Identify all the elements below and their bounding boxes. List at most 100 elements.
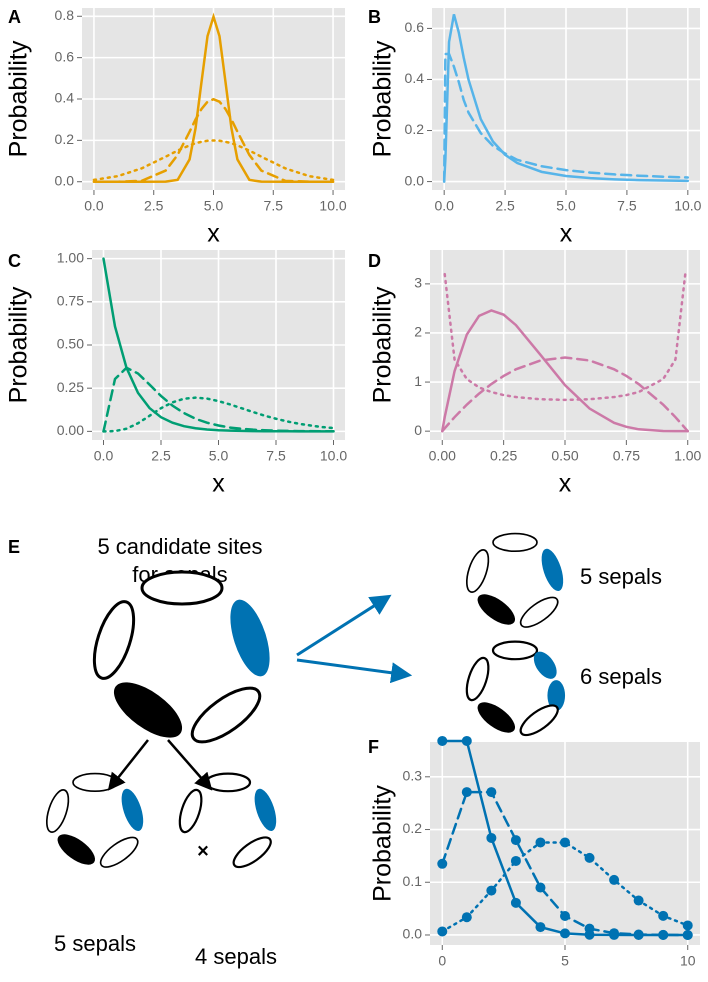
x-axis-label: x [559, 470, 572, 498]
data-line [92, 139, 335, 182]
x-tick-label: 5.0 [209, 448, 229, 464]
data-point [510, 855, 521, 866]
x-tick-label: 2.5 [151, 448, 171, 464]
x-tick-label: 2.5 [144, 198, 164, 214]
panel-e: E 5 candidate sites for sepals × 5 sepal… [8, 532, 662, 969]
x-tick-label: 10 [680, 953, 696, 969]
x-tick-label: 5 [561, 953, 569, 969]
y-tick-label: 0 [414, 422, 422, 438]
data-point [535, 882, 546, 893]
y-tick-label: 0.4 [55, 90, 75, 106]
x-tick-label: 0.50 [551, 448, 578, 464]
flower-small [178, 772, 277, 869]
x-tick-label: 10.0 [319, 198, 346, 214]
y-axis-label: Probability [5, 40, 33, 157]
x-axis-label: x [212, 470, 225, 498]
flower-large [84, 570, 280, 753]
diagram-title: 5 candidate sites [97, 534, 262, 559]
data-point [658, 910, 669, 921]
y-tick-label: 0.8 [55, 7, 75, 23]
x-tick-label: 0 [438, 953, 446, 969]
panel-label: B [368, 7, 381, 27]
data-point [461, 735, 472, 746]
x-tick-label: 2.5 [495, 198, 515, 214]
panel-label: F [368, 737, 379, 757]
x-tick-label: 7.5 [617, 198, 637, 214]
data-line [441, 841, 689, 933]
data-line [92, 97, 335, 183]
chart: F 0.0 0.1 0.2 0.3 0 5 10 x Probability [368, 735, 700, 982]
x-tick-label: 0.0 [84, 198, 104, 214]
y-tick-label: 0.4 [405, 70, 425, 86]
data-point [535, 837, 546, 848]
y-tick-label: 1 [414, 373, 422, 389]
x-tick-label: 10.0 [674, 198, 701, 214]
y-tick-label: 0.0 [403, 926, 423, 942]
y-tick-label: 0.3 [403, 768, 423, 784]
x-tick-label: 5.0 [556, 198, 576, 214]
flower-small [461, 532, 569, 634]
data-point [584, 923, 595, 934]
data-point [682, 920, 693, 931]
panel-label: E [8, 537, 20, 557]
data-point [609, 928, 620, 939]
y-tick-label: 0.25 [57, 379, 84, 395]
y-axis-label: Probability [369, 286, 397, 403]
x-tick-label: 1.00 [674, 448, 701, 464]
flower-small [41, 772, 149, 874]
data-line [441, 356, 689, 433]
data-point [560, 911, 570, 921]
data-line [442, 52, 690, 183]
data-point [560, 928, 570, 939]
data-point [535, 922, 546, 933]
x-axis-label: x [560, 220, 573, 248]
x-tick-label: 10.0 [320, 448, 347, 464]
y-tick-label: 0.50 [57, 336, 84, 352]
x-axis-label: x [207, 220, 220, 248]
outcome-label: 5 sepals [580, 564, 662, 589]
y-tick-label: 0.00 [57, 422, 84, 438]
y-tick-label: 0.6 [55, 48, 75, 64]
y-tick-label: 0.1 [403, 873, 423, 889]
data-point [682, 929, 693, 940]
y-tick-label: 2 [414, 324, 422, 340]
data-point [486, 885, 497, 896]
data-line [443, 272, 687, 402]
data-line [92, 12, 335, 183]
y-tick-label: 0.75 [57, 293, 84, 309]
data-point [437, 926, 448, 937]
data-point [510, 897, 521, 908]
data-point [560, 837, 570, 848]
y-axis-label: Probability [5, 286, 33, 403]
data-point [486, 832, 497, 843]
chart: C 0.00 0.25 0.50 0.75 1.00 0.0 2.5 5.0 7.5 10.0 x Pr… [5, 249, 348, 497]
outcome-label: 6 sepals [580, 664, 662, 689]
flower-small [465, 640, 566, 737]
y-tick-label: 0.2 [403, 820, 423, 836]
chart: B 0.0 0.2 0.4 0.6 0.0 2.5 5.0 7.5 10.0 x Probabilit… [368, 7, 702, 248]
x-tick-label: 0.00 [429, 448, 456, 464]
data-line [102, 396, 335, 433]
x-axis-label: x [559, 975, 572, 982]
chart: D 0 1 2 3 0.00 0.25 0.50 0.75 1.00 x Probability [368, 250, 702, 498]
x-tick-label: 5.0 [204, 198, 224, 214]
data-point [584, 852, 595, 863]
y-tick-label: 0.0 [55, 172, 75, 188]
data-point [633, 929, 644, 940]
y-axis-label: Probability [369, 785, 397, 902]
y-tick-label: 0.2 [405, 121, 425, 137]
x-tick-label: 0.0 [94, 448, 114, 464]
data-point [461, 912, 472, 923]
x-tick-label: 0.25 [490, 448, 517, 464]
y-tick-label: 0.2 [55, 131, 75, 147]
data-point [437, 858, 448, 869]
chart: A 0.0 0.2 0.4 0.6 0.8 0.0 2.5 5.0 7.5 10.0 x Probabi… [5, 7, 347, 248]
outcome-label: 5 sepals [54, 931, 136, 956]
arrow [296, 594, 392, 657]
missing-mark: × [197, 840, 209, 862]
panel-label: D [368, 251, 381, 271]
y-tick-label: 1.00 [57, 249, 84, 265]
data-point [658, 929, 669, 940]
data-point [461, 787, 472, 798]
